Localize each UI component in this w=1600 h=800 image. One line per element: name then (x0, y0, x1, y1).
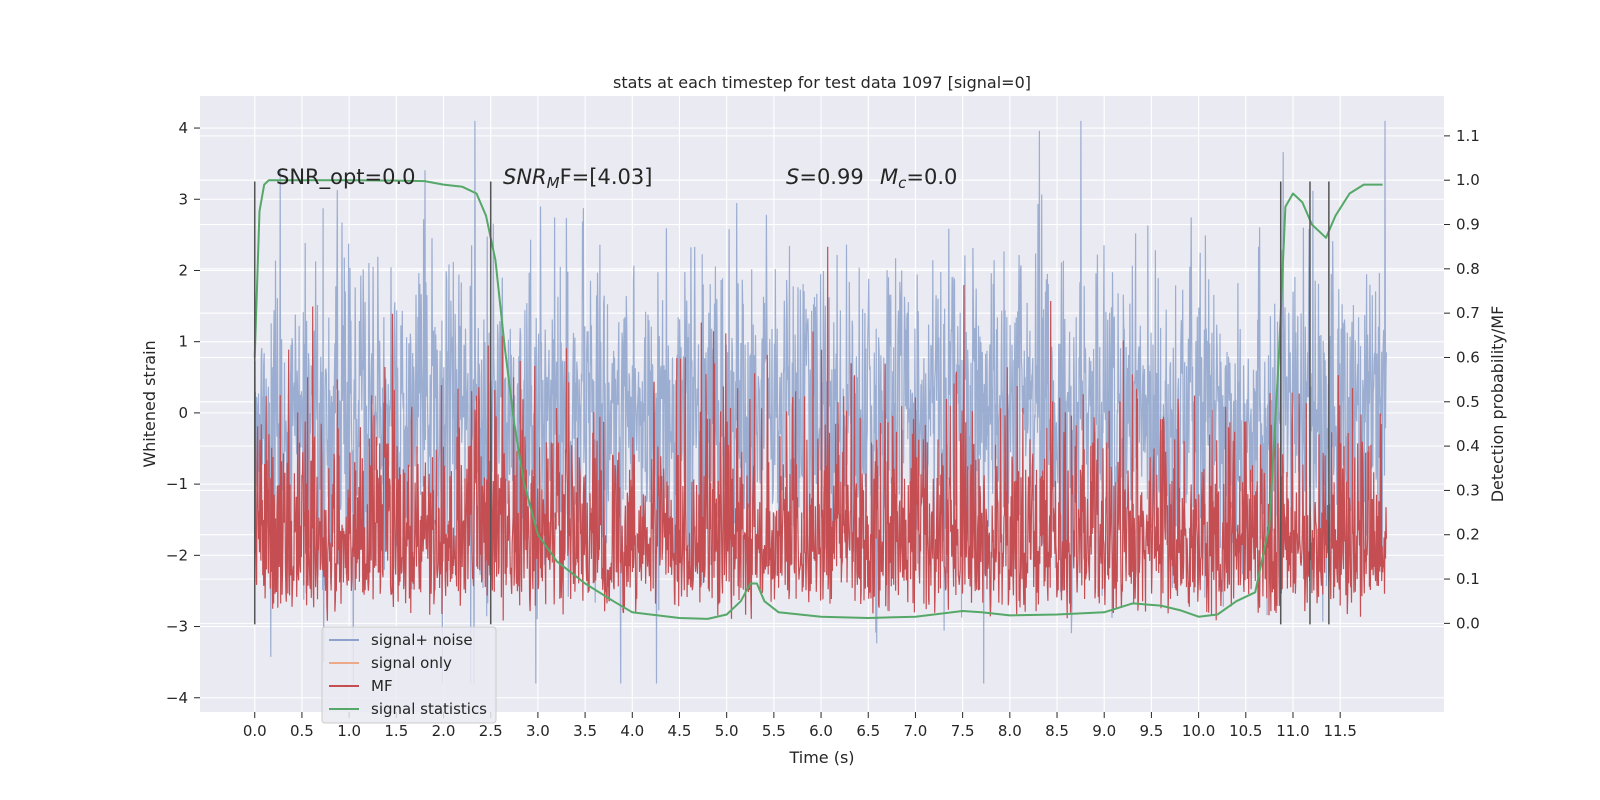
series-line-signal-statistics (253, 179, 1383, 620)
y-tick-label: −1 (166, 475, 188, 493)
y-right-tick-label: 0.6 (1456, 348, 1480, 366)
legend-label-signal-statistics: signal statistics (371, 700, 487, 718)
x-tick-label: 2.5 (479, 722, 503, 740)
x-tick-label: 0.5 (290, 722, 314, 740)
y-right-tick-label: 0.7 (1456, 304, 1480, 322)
y-tick-label: 0 (178, 404, 188, 422)
y-tick-label: 4 (178, 119, 188, 137)
x-tick-label: 10.0 (1182, 722, 1215, 740)
x-tick-label: 9.0 (1092, 722, 1116, 740)
annotation-snr-mf: SNRMF=[4.03] (503, 165, 652, 192)
y-right-tick-label: 0.0 (1456, 614, 1480, 632)
x-tick-labels: 0.0 0.5 1.0 1.5 2.0 2.5 3.0 3.5 4.0 4.5 5.0 5.5 6.0 6… (243, 712, 1357, 740)
x-tick-label: 9.5 (1139, 722, 1163, 740)
series-signal-statistics (253, 179, 1383, 620)
y-right-tick-label: 1.1 (1456, 127, 1480, 145)
x-tick-label: 11.5 (1323, 722, 1356, 740)
series-line-signal-noise (254, 120, 1387, 684)
y-tick-label: 1 (178, 333, 188, 351)
y-tick-label: −2 (166, 546, 188, 564)
x-tick-label: 4.0 (620, 722, 644, 740)
legend-label-mf: MF (371, 677, 393, 695)
x-tick-label: 1.5 (384, 722, 408, 740)
y-tick-labels: 4 3 2 1 0 −1 −2 −3 −4 (166, 119, 200, 707)
y-right-tick-label: 0.8 (1456, 260, 1480, 278)
legend-box (321, 626, 497, 724)
x-tick-label: 7.0 (904, 722, 928, 740)
y-right-tick-label: 0.3 (1456, 481, 1480, 499)
y-tick-label: −4 (166, 689, 188, 707)
series-line-mf (254, 246, 1387, 621)
x-tick-label: 8.5 (1045, 722, 1069, 740)
x-tick-label: 7.5 (951, 722, 975, 740)
y-tick-label: 2 (178, 261, 188, 279)
y-right-tick-label: 0.9 (1456, 216, 1480, 234)
x-axis-label: Time (s) (788, 748, 854, 767)
y-tick-label: 3 (178, 190, 188, 208)
x-tick-label: 5.0 (715, 722, 739, 740)
x-tick-label: 4.5 (668, 722, 692, 740)
legend-label-signal-only: signal only (371, 654, 452, 672)
series-mf (254, 246, 1387, 621)
x-tick-label: 2.0 (432, 722, 456, 740)
y-right-tick-label: 0.2 (1456, 526, 1480, 544)
annotation-snr-opt: SNR_opt=0.0 (276, 165, 416, 190)
chart-title: stats at each timestep for test data 109… (613, 73, 1031, 92)
x-tick-label: 6.0 (809, 722, 833, 740)
annotation-mc: Mc=0.0 (880, 165, 957, 192)
y-tick-label: −3 (166, 618, 188, 636)
x-tick-label: 3.0 (526, 722, 550, 740)
y-right-tick-label: 1.0 (1456, 171, 1480, 189)
y-right-axis-label: Detection probability/MF (1488, 306, 1507, 503)
x-tick-label: 1.0 (337, 722, 361, 740)
x-tick-label: 0.0 (243, 722, 267, 740)
series-signal-noise (254, 120, 1387, 684)
vertical-markers (253, 181, 1330, 625)
x-tick-label: 6.5 (856, 722, 880, 740)
y-right-tick-label: 0.5 (1456, 393, 1480, 411)
x-tick-label: 3.5 (573, 722, 597, 740)
y-axis-label: Whitened strain (140, 340, 159, 467)
x-tick-label: 5.5 (762, 722, 786, 740)
annotation-s: S=0.99 (786, 165, 864, 189)
legend-label-signal-noise: signal+ noise (371, 631, 473, 649)
y-right-tick-label: 0.4 (1456, 437, 1480, 455)
y-right-tick-label: 0.1 (1456, 570, 1480, 588)
x-tick-label: 10.5 (1229, 722, 1262, 740)
x-tick-label: 8.0 (998, 722, 1022, 740)
x-tick-label: 11.0 (1276, 722, 1309, 740)
y-right-tick-labels: 1.1 1.0 0.9 0.8 0.7 0.6 0.5 0.4 0.3 0.2 0.1 0.0 (1444, 127, 1480, 632)
legend: signal+ noise signal only MF signal stat… (321, 626, 497, 724)
